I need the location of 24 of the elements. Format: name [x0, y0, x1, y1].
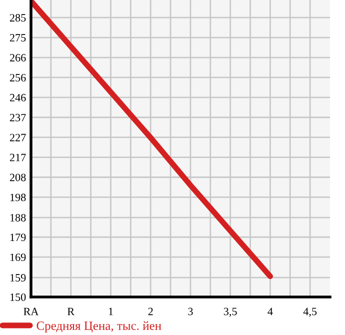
- y-tick-label: 227: [10, 134, 26, 142]
- x-tick-label: RA: [24, 308, 39, 316]
- y-tick-label: 217: [10, 154, 26, 162]
- y-tick-label: 285: [10, 14, 26, 22]
- x-tick-label: 1: [108, 308, 113, 316]
- y-tick-label: 188: [10, 214, 26, 222]
- y-tick-label: 150: [10, 293, 26, 301]
- y-tick-label: 237: [10, 114, 26, 122]
- x-tick-label: 3: [188, 308, 193, 316]
- y-tick-label: 208: [10, 174, 26, 182]
- y-tick-label: 256: [10, 74, 26, 82]
- legend-label: Средняя Цена, тыс. йен: [36, 321, 162, 332]
- x-tick-label: 2: [148, 308, 153, 316]
- x-tick-label: R: [67, 308, 75, 316]
- y-tick-label: 179: [10, 234, 26, 242]
- y-tick-label: 159: [10, 274, 26, 282]
- y-tick-label: 198: [10, 194, 26, 202]
- y-tick-label: 266: [10, 54, 26, 62]
- y-tick-label: 275: [10, 34, 26, 42]
- y-tick-label: 246: [10, 94, 26, 102]
- x-tick-label: 4: [268, 308, 273, 316]
- x-tick-label: 3,5: [224, 308, 237, 317]
- y-tick-label: 169: [10, 254, 26, 262]
- x-tick-label: 4,5: [303, 308, 317, 317]
